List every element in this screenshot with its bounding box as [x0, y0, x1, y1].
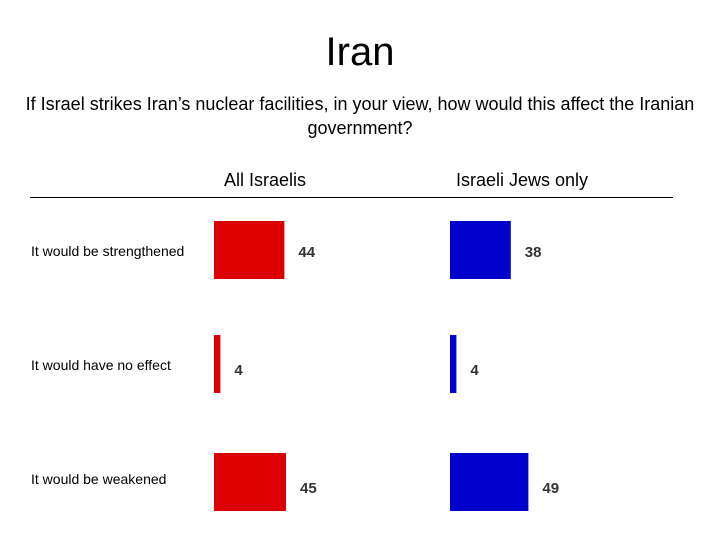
data-label-series-0-category-2: 45 — [300, 480, 317, 497]
data-label-series-1-category-0: 38 — [525, 244, 542, 261]
bar-series-0-category-0 — [214, 221, 285, 279]
data-label-series-1-category-1: 4 — [470, 362, 479, 379]
series-header-all-israelis: All Israelis — [223, 170, 307, 190]
series-header-israeli-jews-only: Israeli Jews only — [455, 170, 589, 190]
bar-series-0-category-2 — [214, 453, 286, 511]
category-label-weakened: It would be weakened — [31, 471, 167, 487]
data-label-series-1-category-2: 49 — [542, 480, 559, 497]
bar-series-0-category-1 — [214, 335, 221, 393]
header-divider — [30, 197, 673, 198]
bar-series-1-category-2 — [450, 453, 529, 511]
category-label-strengthened: It would be strengthened — [31, 243, 185, 259]
data-label-series-0-category-0: 44 — [298, 244, 315, 261]
chart-title: Iran — [325, 30, 395, 74]
chart-subtitle: If Israel strikes Iran’s nuclear facilit… — [25, 94, 695, 138]
data-label-series-0-category-1: 4 — [234, 362, 243, 379]
bar-series-1-category-1 — [450, 335, 457, 393]
bar-series-1-category-0 — [450, 221, 511, 279]
category-label-no-effect: It would have no effect — [31, 357, 171, 373]
